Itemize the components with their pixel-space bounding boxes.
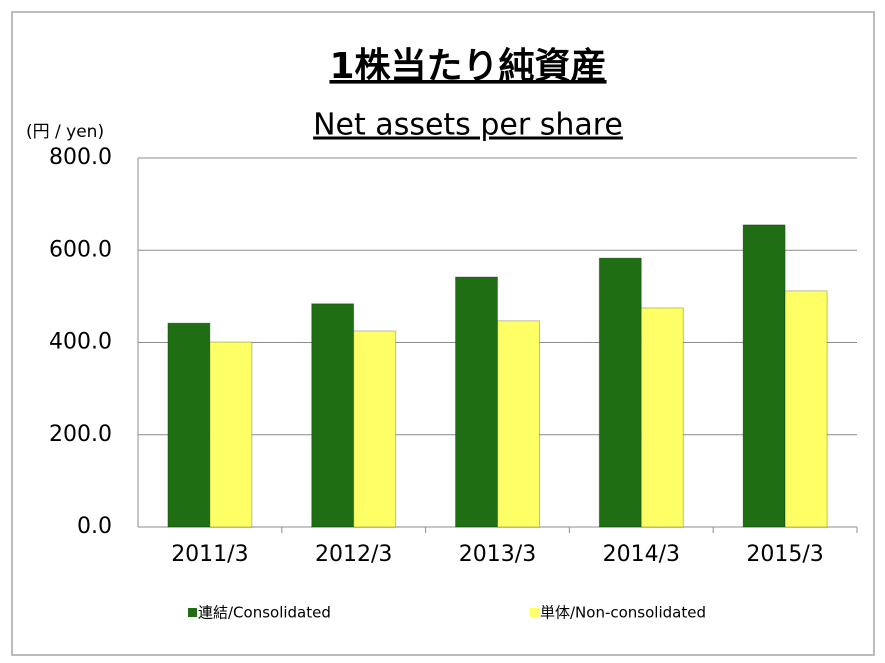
y-tick-label: 0.0 — [77, 514, 112, 539]
y-tick-label: 200.0 — [49, 422, 112, 447]
bar — [311, 303, 355, 528]
x-tick-label: 2012/3 — [315, 542, 392, 567]
bar — [640, 307, 684, 528]
legend-swatch — [188, 608, 197, 617]
y-tick-label: 600.0 — [49, 237, 112, 262]
bar — [784, 290, 828, 528]
chart-title: 1株当たり純資産 — [329, 46, 606, 87]
x-tick-label: 2015/3 — [746, 542, 823, 567]
y-tick-label: 800.0 — [49, 145, 112, 170]
x-tick-label: 2011/3 — [171, 542, 248, 567]
y-axis-label: (円 / yen) — [26, 122, 104, 142]
chart-frame — [11, 11, 875, 656]
legend-swatch — [530, 608, 539, 617]
legend-label: 連結/Consolidated — [198, 604, 331, 622]
bar — [353, 330, 397, 528]
bar — [742, 224, 786, 528]
chart-subtitle: Net assets per share — [313, 108, 623, 143]
x-tick-label: 2014/3 — [603, 542, 680, 567]
bar — [497, 320, 540, 528]
bar — [598, 257, 642, 528]
x-tick-label: 2013/3 — [459, 542, 536, 567]
bar — [455, 276, 498, 528]
legend-label: 単体/Non-consolidated — [540, 604, 706, 622]
y-tick-label: 400.0 — [49, 330, 112, 355]
bar — [209, 341, 253, 528]
bar — [167, 322, 211, 528]
